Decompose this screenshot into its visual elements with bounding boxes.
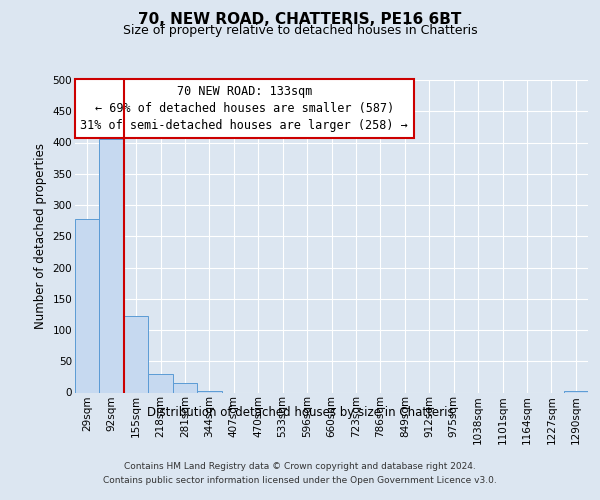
Bar [148, 374, 173, 392]
Y-axis label: Number of detached properties: Number of detached properties [34, 143, 47, 329]
Bar [563, 391, 588, 392]
Text: Distribution of detached houses by size in Chatteris: Distribution of detached houses by size … [146, 406, 454, 419]
Bar [100, 140, 124, 392]
Bar [173, 383, 197, 392]
Bar [75, 220, 100, 392]
Text: 70, NEW ROAD, CHATTERIS, PE16 6BT: 70, NEW ROAD, CHATTERIS, PE16 6BT [139, 12, 461, 28]
Text: 70 NEW ROAD: 133sqm
← 69% of detached houses are smaller (587)
31% of semi-detac: 70 NEW ROAD: 133sqm ← 69% of detached ho… [80, 84, 408, 132]
Text: Contains public sector information licensed under the Open Government Licence v3: Contains public sector information licen… [103, 476, 497, 485]
Text: Contains HM Land Registry data © Crown copyright and database right 2024.: Contains HM Land Registry data © Crown c… [124, 462, 476, 471]
Text: Size of property relative to detached houses in Chatteris: Size of property relative to detached ho… [122, 24, 478, 37]
Bar [197, 391, 221, 392]
Bar [124, 316, 148, 392]
